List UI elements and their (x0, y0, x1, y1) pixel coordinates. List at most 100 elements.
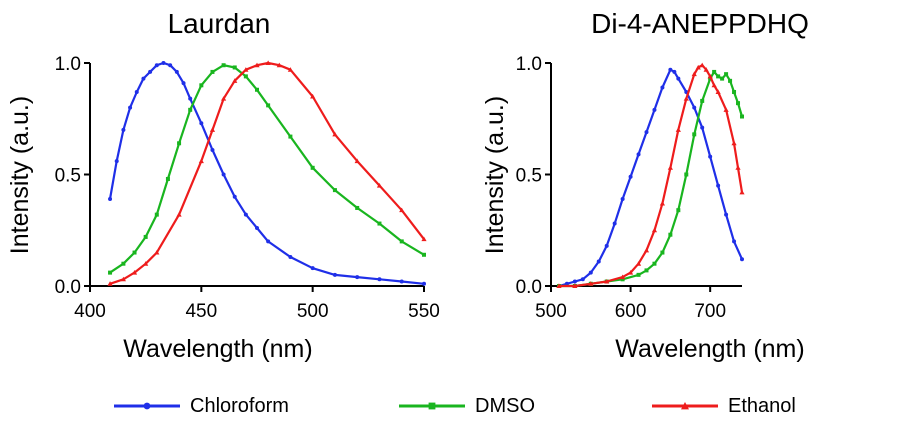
ethanol-data-point (651, 227, 658, 233)
chloroform-data-point (588, 270, 593, 275)
di4-x-axis-label: Wavelength (nm) (615, 335, 804, 363)
dmso-data-point (355, 205, 360, 210)
chloroform-data-point (716, 183, 721, 188)
dmso-legend-marker (399, 402, 465, 410)
dmso-legend-symbol (428, 402, 436, 410)
chloroform-data-point (724, 212, 729, 217)
chloroform-data-point (668, 67, 673, 72)
chloroform-data-point (114, 159, 119, 164)
dmso-data-point (143, 234, 148, 239)
chloroform-data-point (128, 105, 133, 110)
x-tick-label: 600 (615, 301, 647, 322)
legend-item-chloroform: Chloroform (112, 392, 289, 420)
chloroform-data-point (636, 152, 641, 157)
ethanol-data-point (604, 278, 610, 284)
ethanol-data-point (399, 207, 405, 213)
di4-panel: Di-4-ANEPPDHQ Wavelength (nm) Intensity … (481, 8, 809, 363)
chloroform-data-point (210, 147, 215, 152)
chloroform-data-point (255, 226, 259, 231)
dmso-data-point (232, 65, 237, 70)
ethanol-data-point (667, 165, 673, 170)
dmso-data-point (732, 89, 737, 94)
dmso-data-point (332, 188, 337, 193)
ethanol-data-point (695, 64, 701, 70)
chloroform-data-point (310, 266, 315, 271)
ethanol-legend-symbol (681, 402, 689, 410)
chloroform-data-point (740, 257, 744, 262)
chloroform-data-point (644, 130, 649, 135)
ethanol-data-point (254, 62, 260, 68)
ethanol-data-point (643, 247, 650, 253)
chloroform-data-point (732, 239, 737, 244)
chloroform-data-point (168, 63, 173, 68)
dmso-data-point (188, 107, 193, 112)
chloroform-data-point (700, 125, 705, 130)
chloroform-data-point (652, 107, 657, 112)
chloroform-data-point (174, 69, 179, 74)
dmso-data-point (644, 268, 649, 273)
chloroform-data-point (612, 221, 617, 226)
ethanol-data-point (287, 67, 293, 72)
y-tick-label: 1.0 (55, 54, 81, 75)
chloroform-data-point (121, 127, 126, 132)
chloroform-data-point (288, 255, 293, 260)
dmso-data-point (154, 212, 159, 217)
ethanol-data-point (421, 236, 427, 242)
ethanol-data-point (715, 89, 721, 94)
dmso-data-point (199, 83, 204, 88)
legend-item-dmso: DMSO (397, 392, 535, 420)
ethanol-data-point (154, 249, 160, 255)
ethanol-data-point (310, 93, 316, 99)
chloroform-data-point (692, 105, 697, 110)
y-tick-label: 0.5 (55, 166, 81, 187)
dmso-data-point (108, 270, 113, 275)
dmso-data-point (700, 98, 705, 103)
chloroform-data-point (596, 259, 601, 264)
chloroform-data-point (628, 174, 633, 179)
ethanol-data-point (556, 283, 562, 288)
chloroform-data-point (676, 76, 681, 81)
chloroform-markers (556, 67, 744, 288)
chloroform-data-point (161, 61, 166, 65)
ethanol-data-point (588, 281, 594, 286)
ethanol-data-point (703, 67, 709, 72)
ethanol-data-point (354, 158, 360, 164)
chloroform-data-point (148, 69, 153, 74)
chloroform-data-point (422, 281, 426, 286)
dmso-data-point (736, 101, 741, 106)
chloroform-data-point (580, 277, 585, 282)
y-tick-label: 0.0 (516, 277, 542, 298)
ethanol-data-point (131, 270, 138, 275)
ethanol-data-point (659, 200, 666, 206)
chloroform-series-line (558, 68, 744, 288)
laurdan-title: Laurdan (168, 8, 271, 39)
ethanol-data-point (276, 62, 282, 68)
legend-label-chloroform: Chloroform (190, 394, 289, 417)
chloroform-data-point (660, 85, 665, 90)
ethanol-data-point (221, 96, 227, 101)
chloroform-data-point (181, 81, 186, 86)
laurdan-y-axis-label: Intensity (a.u.) (6, 96, 34, 254)
dmso-data-point (716, 74, 721, 79)
dmso-data-point (210, 69, 215, 74)
ethanol-data-point (176, 212, 182, 217)
chloroform-legend-symbol (143, 402, 151, 410)
x-tick-label: 700 (694, 301, 726, 322)
ethanol-data-point (735, 165, 741, 170)
x-tick-label: 500 (297, 301, 329, 322)
chloroform-data-point (355, 275, 360, 280)
dmso-data-point (132, 250, 137, 255)
ethanol-data-point (723, 107, 729, 112)
dmso-data-point (266, 103, 271, 108)
dmso-series-line (559, 70, 744, 288)
dmso-data-point (288, 134, 293, 139)
ethanol-data-point (620, 274, 626, 280)
chloroform-data-point (134, 89, 139, 94)
ethanol-data-point (243, 67, 249, 72)
ethanol-data-point (198, 158, 204, 164)
y-tick-label: 1.0 (516, 54, 542, 75)
x-tick-label: 400 (74, 301, 106, 322)
ethanol-data-point (143, 261, 149, 266)
ethanol-series-line (559, 64, 744, 288)
